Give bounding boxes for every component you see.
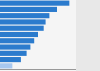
bar [0,57,21,62]
bar [0,32,38,37]
bar [0,38,34,43]
bar [0,1,69,6]
side-panel [76,0,100,71]
bars [0,1,69,69]
bar [0,26,44,31]
bar [0,51,27,56]
background [0,0,100,71]
x-axis-line [0,69,76,70]
bar [0,44,30,49]
bar [0,19,46,24]
bar [0,7,57,12]
chart [0,0,100,71]
chart-svg [0,0,100,71]
bar [0,13,49,18]
bar [0,63,12,68]
